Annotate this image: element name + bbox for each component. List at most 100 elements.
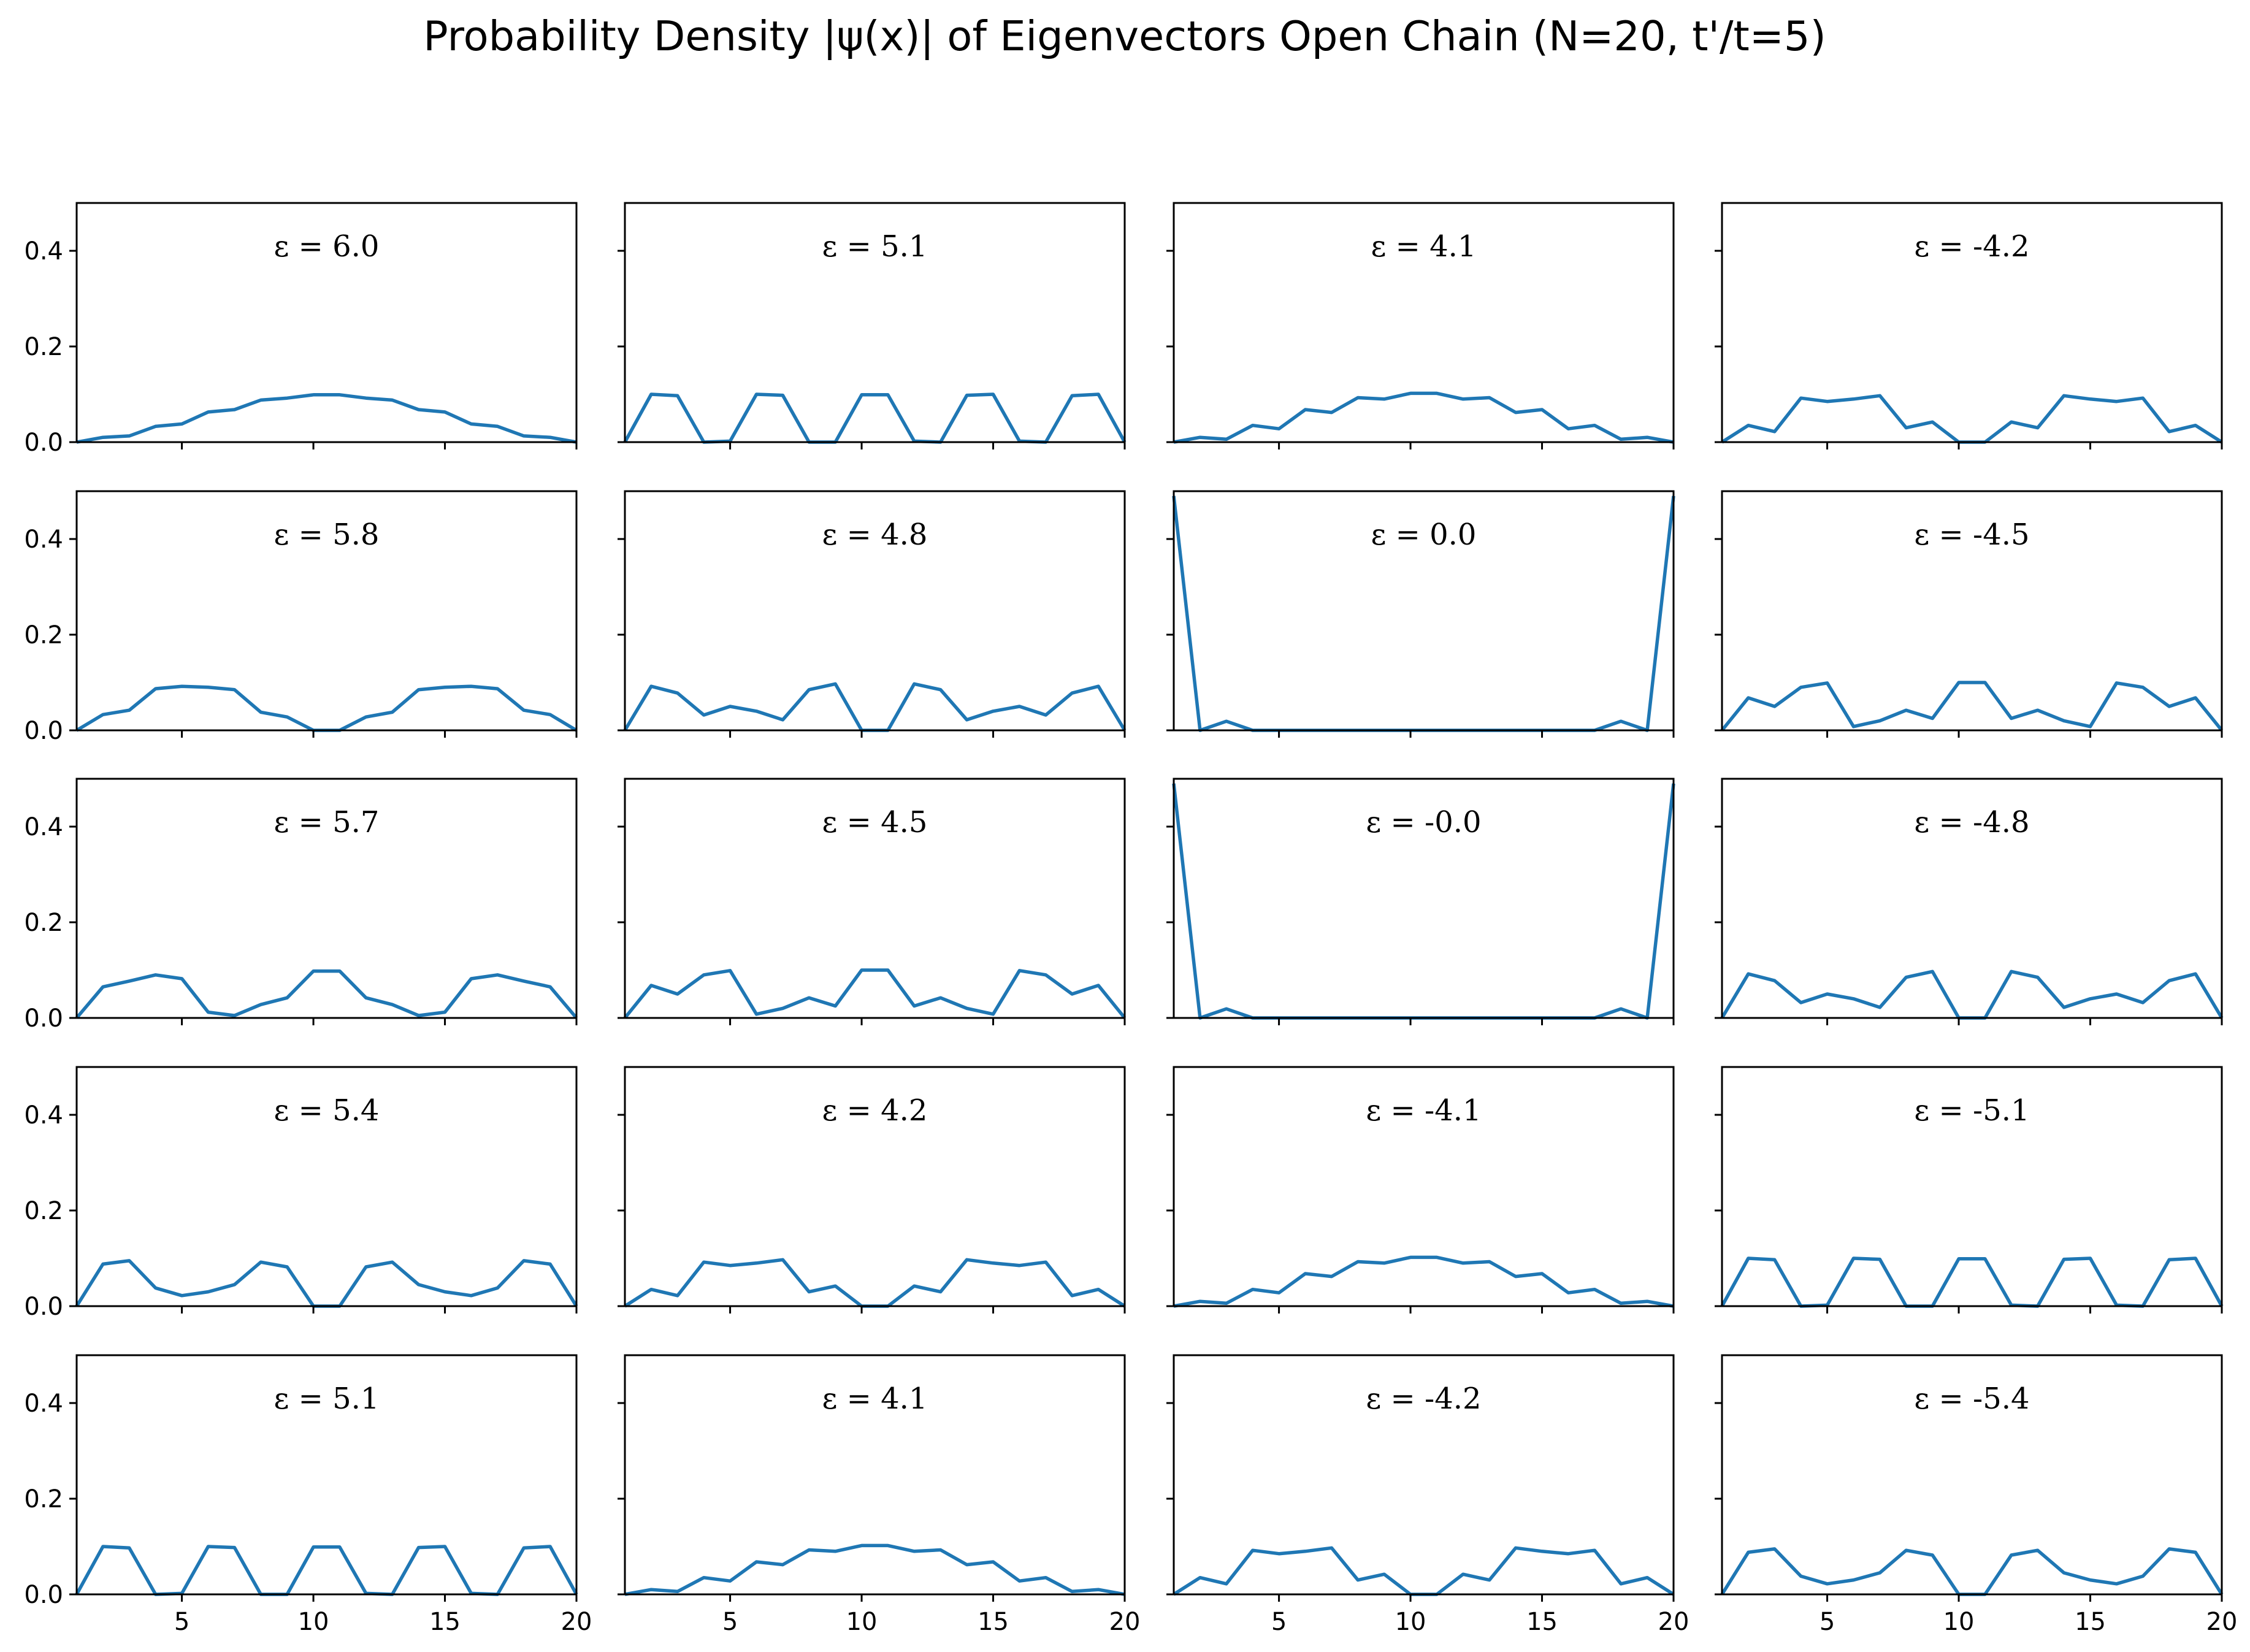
- subplot-panel: 5 10 15 20 ε = -4.2: [1166, 1354, 1689, 1636]
- y-tick-label: 0.4: [24, 526, 63, 554]
- plot-area: [1174, 203, 1674, 442]
- eigenvalue-label: ε = 5.7: [274, 805, 380, 839]
- subplot-panel: ε = 4.5: [618, 778, 1127, 1025]
- eigenvalue-label: ε = 5.8: [274, 518, 380, 552]
- plot-area: [1174, 491, 1674, 730]
- subplot-panel: 5 10 15 20 ε = -5.4: [1715, 1354, 2238, 1636]
- plot-area: [1174, 779, 1674, 1018]
- axes-frame: [1721, 202, 2223, 443]
- axes-frame: [1721, 1066, 2223, 1307]
- axes-frame: [624, 202, 1126, 443]
- figure-title: Probability Density |ψ(x)| of Eigenvecto…: [423, 12, 1826, 60]
- axes-frame: [1173, 778, 1675, 1019]
- x-tick-label: 10: [1943, 1608, 1975, 1636]
- y-tick-label: 0.2: [24, 1197, 63, 1225]
- x-tick-label: 10: [846, 1608, 878, 1636]
- eigenvalue-label: ε = -4.5: [1914, 518, 2029, 552]
- x-tick-label: 20: [561, 1608, 592, 1636]
- axes-frame: [1173, 1066, 1675, 1307]
- x-tick-label: 15: [429, 1608, 461, 1636]
- axes-frame: [1721, 1354, 2223, 1596]
- plot-area: [1722, 203, 2222, 442]
- plot-area: [625, 779, 1125, 1018]
- eigenvalue-label: ε = -5.1: [1914, 1093, 2029, 1128]
- y-tick-label: 0.4: [24, 813, 63, 841]
- subplot-panel: ε = -0.0: [1166, 778, 1675, 1025]
- x-tick-label: 5: [174, 1608, 189, 1636]
- eigenvalue-label: ε = 4.2: [822, 1093, 928, 1128]
- x-tick-label: 15: [1526, 1608, 1558, 1636]
- plot-area: [1722, 491, 2222, 730]
- plot-area: [1174, 1067, 1674, 1306]
- y-tick-label: 0.4: [24, 1101, 63, 1130]
- axes-frame: [624, 1066, 1126, 1307]
- y-tick-label: 0.0: [24, 1293, 63, 1321]
- plot-area: [77, 1067, 576, 1306]
- y-tick-label: 0.0: [24, 1004, 63, 1033]
- plot-area: [77, 779, 576, 1018]
- axes-frame: [75, 490, 578, 732]
- axes-frame: [624, 490, 1126, 732]
- plot-area: [1722, 1067, 2222, 1306]
- density-line: [1720, 681, 2224, 732]
- axes-frame: [75, 202, 578, 443]
- plot-area: [625, 203, 1125, 442]
- density-line: [624, 1543, 1125, 1596]
- subplot-panel: 5 10 15 20 ε = 4.1: [618, 1354, 1141, 1636]
- y-tick-label: 0.0: [24, 1581, 63, 1609]
- eigenvalue-label: ε = -4.2: [1366, 1382, 1481, 1416]
- axes-frame: [624, 1354, 1126, 1596]
- y-tick-label: 0.4: [24, 1390, 63, 1418]
- plot-area: [1174, 1355, 1674, 1594]
- axes-frame: [75, 778, 578, 1019]
- x-tick-label: 20: [2206, 1608, 2238, 1636]
- plot-area: [1722, 779, 2222, 1018]
- plot-area: [77, 491, 576, 730]
- eigenvalue-label: ε = 5.4: [274, 1093, 380, 1128]
- subplot-panel: ε = 4.1: [1166, 202, 1675, 449]
- plot-area: [1722, 1355, 2222, 1594]
- eigenvalue-label: ε = 4.8: [822, 518, 928, 552]
- eigenvalue-label: ε = 4.1: [822, 1382, 928, 1416]
- subplot-panel: ε = 4.8: [618, 490, 1127, 738]
- axes-frame: [75, 1354, 578, 1596]
- axes-frame: [1721, 778, 2223, 1019]
- x-tick-label: 10: [298, 1608, 329, 1636]
- subplot-panel: ε = 5.1: [618, 202, 1127, 449]
- x-tick-label: 5: [1820, 1608, 1835, 1636]
- plot-area: [77, 203, 576, 442]
- density-line: [623, 968, 1127, 1019]
- eigenvalue-label: ε = 0.0: [1371, 518, 1477, 552]
- plot-area: [77, 1355, 576, 1594]
- subplot-panel: 0.0 0.2 0.4 5 10 15 20 ε = 5.1: [24, 1354, 592, 1636]
- axes-frame: [1173, 202, 1675, 443]
- eigenvalue-label: ε = -0.0: [1366, 805, 1481, 839]
- eigenvalue-label: ε = -4.2: [1914, 229, 2029, 264]
- y-tick-label: 0.2: [24, 1485, 63, 1513]
- axes-frame: [1721, 490, 2223, 732]
- density-line: [1173, 1255, 1674, 1308]
- x-tick-label: 15: [2075, 1608, 2106, 1636]
- y-tick-label: 0.2: [24, 621, 63, 649]
- y-tick-label: 0.0: [24, 429, 63, 457]
- subplot-grid: 0.00.20.4 ε = 6.00.00.20.4 ε = 5.80.00.20.…: [24, 202, 2238, 1636]
- eigenvalue-label: ε = 4.5: [822, 805, 928, 839]
- x-tick-label: 5: [1271, 1608, 1287, 1636]
- subplot-panel: 0.0 0.2 0.4 ε = 5.7: [24, 778, 578, 1033]
- density-line: [1173, 391, 1674, 444]
- eigenvalue-label: ε = 6.0: [274, 229, 380, 264]
- subplot-panel: ε = -4.8: [1715, 778, 2224, 1025]
- eigenvalue-label: ε = -4.1: [1366, 1093, 1481, 1128]
- y-tick-label: 0.0: [24, 717, 63, 745]
- x-tick-label: 15: [978, 1608, 1009, 1636]
- y-tick-label: 0.2: [24, 333, 63, 361]
- x-tick-label: 20: [1109, 1608, 1141, 1636]
- subplot-panel: ε = 4.2: [618, 1066, 1126, 1314]
- axes-frame: [1173, 1354, 1675, 1596]
- plot-area: [625, 491, 1125, 730]
- subplot-panel: ε = 0.0: [1166, 490, 1675, 738]
- subplot-panel: ε = -4.1: [1166, 1066, 1675, 1314]
- subplot-panel: 0.0 0.2 0.4 ε = 5.8: [24, 490, 578, 745]
- eigenvalue-label: ε = 5.1: [822, 229, 928, 264]
